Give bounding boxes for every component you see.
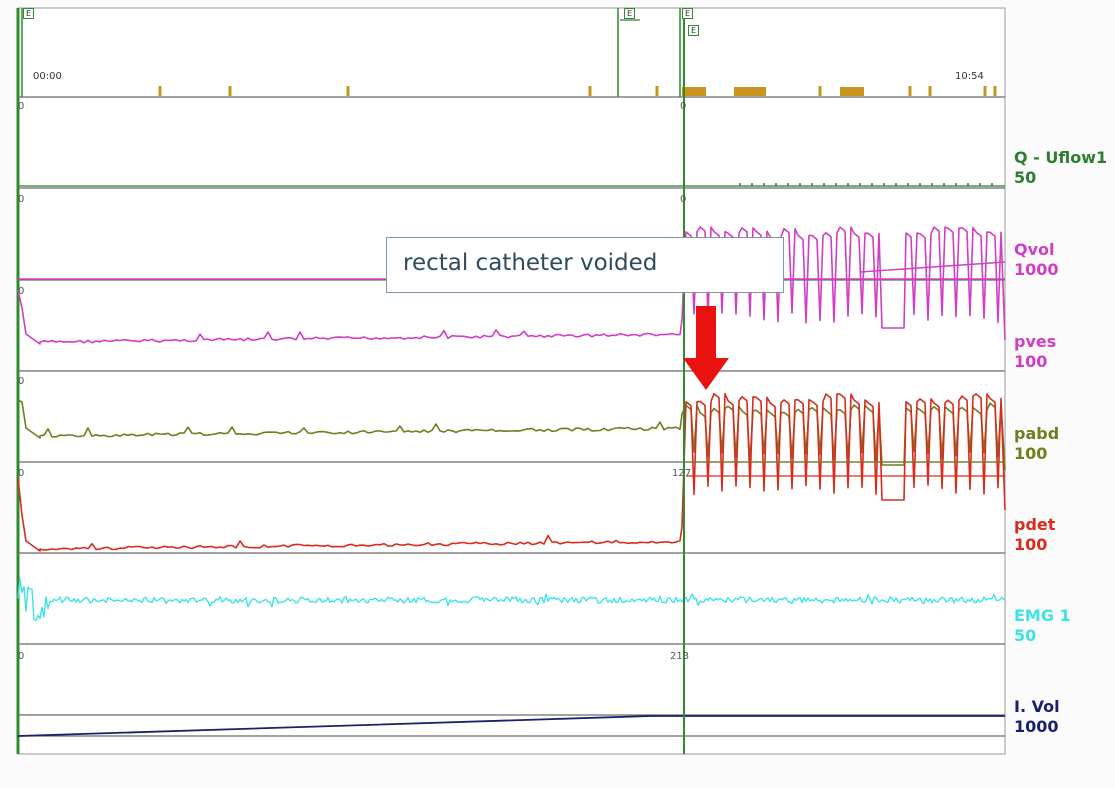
event-strip (21, 8, 997, 97)
pdet-trace (17, 392, 1006, 552)
event-marker-label[interactable]: E (23, 8, 35, 19)
uflow-cursor-readout: 0 (680, 101, 687, 112)
channel-name: pves (1014, 332, 1057, 351)
pves-left-readout: 0 (18, 286, 25, 297)
channel-scale: 50 (1014, 626, 1037, 645)
ivol-cursor-readout: 213 (670, 651, 690, 662)
pabd-trace (17, 399, 1006, 471)
event-tick (983, 86, 987, 96)
pdet-left-readout: 0 (18, 468, 25, 479)
channel-name: Qvol (1014, 240, 1055, 259)
channel-scale: 100 (1014, 444, 1048, 463)
pabd-left-readout: 0 (18, 376, 25, 387)
event-marker-label[interactable]: E (624, 8, 636, 19)
channel-name: Q - Uflow1 (1014, 148, 1108, 167)
event-tick (228, 86, 232, 96)
channel-scale: 1000 (1014, 260, 1059, 279)
event-tick (928, 86, 932, 96)
channel-label-pabd: pabd 100 (1014, 424, 1059, 464)
qvol-trace (859, 261, 1006, 273)
channel-label-uflow: Q - Uflow1 50 (1014, 148, 1107, 188)
channel-separators (18, 96, 1005, 737)
channel-name: pabd (1014, 424, 1060, 443)
annotation-callout: rectal catheter voided (386, 237, 784, 293)
channel-scale: 50 (1014, 168, 1037, 187)
channel-label-pves: pves 100 (1014, 332, 1056, 372)
channel-label-qvol: Qvol 1000 (1014, 240, 1059, 280)
annotation-text: rectal catheter voided (403, 250, 658, 276)
channel-name: pdet (1014, 515, 1056, 534)
event-block (840, 87, 864, 96)
pdet-cursor-readout: 127 (672, 468, 692, 479)
channel-label-emg: EMG 1 50 (1014, 606, 1071, 646)
event-block (682, 87, 706, 96)
red-down-arrow-icon (683, 306, 729, 390)
pves-trace (17, 226, 1006, 345)
time-start: 00:00 (33, 71, 62, 82)
event-block (734, 87, 766, 96)
event-marker-label[interactable]: E (688, 25, 700, 36)
uflow-left-readout: 0 (18, 101, 25, 112)
event-tick (908, 86, 912, 96)
ivol-left-readout: 0 (18, 651, 25, 662)
channel-scale: 100 (1014, 535, 1048, 554)
channel-name: I. Vol (1014, 697, 1060, 716)
qvol-left-readout: 0 (18, 194, 25, 205)
channel-scale: 100 (1014, 352, 1048, 371)
plot-frame (17, 7, 1006, 755)
ivol-trace (17, 715, 1005, 737)
event-tick (346, 86, 350, 96)
event-tick (588, 86, 592, 96)
trace-group (17, 183, 1006, 737)
emg-trace (17, 578, 1005, 622)
channel-name: EMG 1 (1014, 606, 1071, 625)
channel-scale: 1000 (1014, 717, 1059, 736)
channel-label-pdet: pdet 100 (1014, 515, 1055, 555)
qvol-cursor-readout: 0 (680, 194, 687, 205)
event-tick (655, 86, 659, 96)
event-tick (818, 86, 822, 96)
channel-label-ivol: I. Vol 1000 (1014, 697, 1060, 737)
event-tick (993, 86, 997, 96)
event-marker-label[interactable]: E (682, 8, 694, 19)
event-tick (158, 86, 162, 96)
time-end: 10:54 (955, 71, 984, 82)
